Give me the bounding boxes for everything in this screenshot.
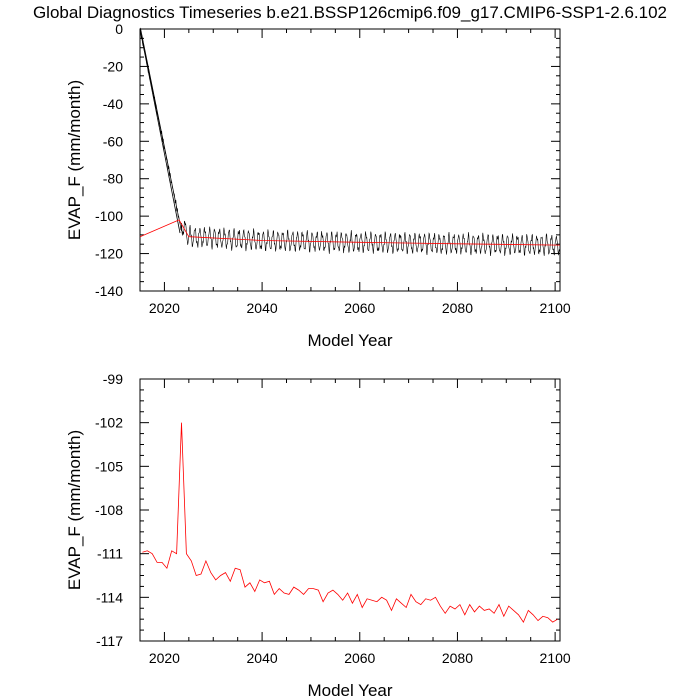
bottom-y-tick-label: -102 bbox=[95, 415, 123, 431]
bottom-y-tick-label: -117 bbox=[96, 633, 123, 649]
bottom-series-line bbox=[142, 422, 558, 623]
bottom-x-tick-label: 2100 bbox=[540, 650, 571, 666]
bottom-panel: 2020 2040 2060 2080 2100 -99 -102 -105 -108 -111 -… bbox=[65, 371, 571, 700]
top-y-tick-label: -80 bbox=[103, 171, 123, 187]
top-y-tick-label: 0 bbox=[115, 21, 123, 37]
top-y-tick-label: -60 bbox=[103, 133, 123, 149]
top-x-tick-label: 2020 bbox=[149, 300, 180, 316]
top-x-tick-label: 2060 bbox=[344, 300, 375, 316]
top-y-tick-label: -120 bbox=[95, 246, 123, 262]
top-x-tick-label: 2080 bbox=[442, 300, 473, 316]
top-series-line bbox=[139, 219, 561, 246]
bottom-y-tick-label: -105 bbox=[95, 458, 123, 474]
top-x-tick-label: 2040 bbox=[247, 300, 278, 316]
figure-title: Global Diagnostics Timeseries b.e21.BSSP… bbox=[33, 3, 667, 22]
bottom-x-tick-label: 2040 bbox=[247, 650, 278, 666]
bottom-x-tick-label: 2080 bbox=[442, 650, 473, 666]
bottom-series bbox=[142, 422, 558, 623]
top-x-tick-label: 2100 bbox=[540, 300, 571, 316]
bottom-axis-ticks: 2020 2040 2060 2080 2100 -99 -102 -105 -108 -111 -… bbox=[95, 371, 571, 666]
bottom-x-tick-label: 2020 bbox=[149, 650, 180, 666]
bottom-plot-frame bbox=[139, 378, 561, 642]
top-series-line bbox=[139, 27, 560, 257]
top-plot-frame bbox=[139, 28, 561, 292]
top-series bbox=[139, 27, 561, 257]
bottom-y-tick-label: -114 bbox=[96, 589, 123, 605]
top-y-axis-label: EVAP_F (mm/month) bbox=[65, 80, 84, 240]
top-y-tick-label: -100 bbox=[95, 208, 123, 224]
bottom-y-tick-label: -111 bbox=[97, 546, 123, 562]
bottom-x-axis-label: Model Year bbox=[307, 681, 392, 700]
top-x-axis-label: Model Year bbox=[307, 331, 392, 350]
top-y-tick-label: -40 bbox=[103, 96, 123, 112]
bottom-x-tick-label: 2060 bbox=[344, 650, 375, 666]
bottom-y-tick-label: -108 bbox=[95, 502, 123, 518]
top-y-tick-label: -20 bbox=[103, 58, 123, 74]
top-panel: 2020 2040 2060 2080 2100 0 -20 -40 -60 -80 -100 -12… bbox=[65, 21, 571, 350]
top-y-tick-label: -140 bbox=[95, 283, 123, 299]
bottom-y-tick-label: -99 bbox=[103, 371, 123, 387]
top-axis-ticks: 2020 2040 2060 2080 2100 0 -20 -40 -60 -80 -100 -12… bbox=[95, 21, 571, 316]
bottom-y-axis-label: EVAP_F (mm/month) bbox=[65, 430, 84, 590]
